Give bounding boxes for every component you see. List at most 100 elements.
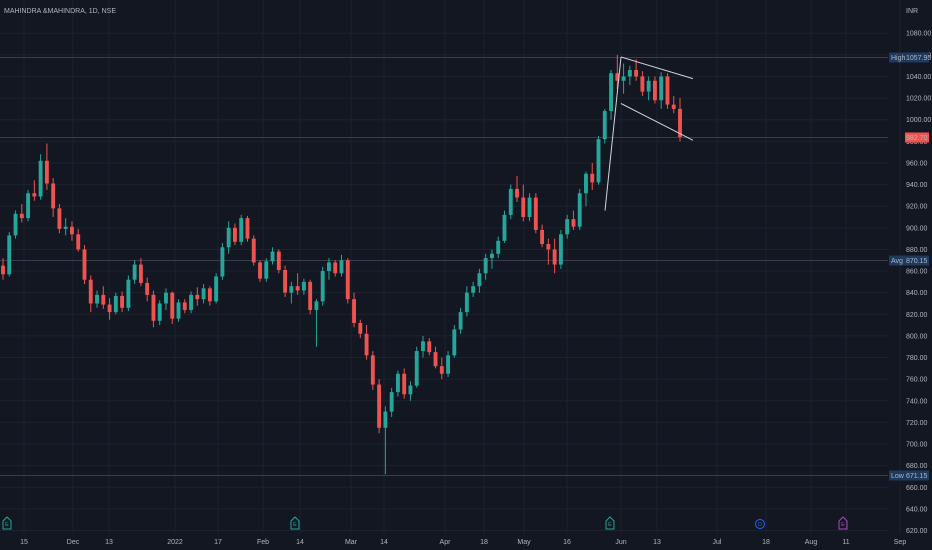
earnings-event-icon: E — [290, 516, 300, 530]
x-tick-label: Aug — [805, 539, 818, 546]
candle-body — [195, 294, 200, 300]
candle — [496, 236, 501, 259]
candle-body — [88, 279, 93, 304]
candle — [333, 260, 338, 277]
y-tick-label: 960.00 — [906, 160, 928, 167]
y-tick-label: 660.00 — [906, 485, 928, 492]
x-tick-label: Mar — [345, 539, 358, 546]
candle — [320, 266, 325, 306]
candle-body — [101, 294, 106, 305]
candle-body — [652, 80, 657, 101]
candle-body — [364, 333, 369, 356]
x-tick-label: 14 — [380, 539, 388, 546]
price-axis[interactable]: 620.00 640.00 660.00 680.00 700.00 720.00 740.… — [889, 31, 931, 535]
candle-body — [458, 312, 463, 330]
candle-body — [207, 288, 212, 302]
x-tick-label: 17 — [214, 539, 222, 546]
candle — [521, 184, 526, 222]
candle — [665, 73, 670, 109]
candle — [345, 258, 350, 304]
y-tick-label: 840.00 — [906, 290, 928, 297]
y-tick-label: 1000.00 — [906, 117, 931, 124]
candle-body — [107, 304, 112, 313]
candle-body — [339, 260, 344, 274]
candle — [289, 281, 294, 304]
x-tick-label: Sep — [894, 539, 907, 546]
candle-body — [157, 303, 162, 321]
candle — [446, 351, 451, 377]
candle-body — [113, 295, 118, 313]
event-badge — [2, 516, 12, 530]
y-tick-label: 940.00 — [906, 182, 928, 189]
candle — [577, 188, 582, 230]
candle-body — [533, 197, 538, 230]
y-tick-label: 700.00 — [906, 442, 928, 449]
candle — [389, 387, 394, 417]
candle-body — [26, 193, 31, 219]
candle-body — [433, 352, 438, 367]
candle — [214, 273, 219, 304]
candle — [590, 162, 595, 190]
low-value: 671.15 — [906, 473, 928, 480]
candle-body — [659, 76, 664, 101]
candle-body — [120, 295, 125, 308]
candle-body — [232, 227, 237, 242]
candle — [439, 357, 444, 380]
currency-label: INR — [906, 8, 918, 15]
candle — [314, 299, 319, 347]
x-tick-label: May — [517, 539, 531, 546]
y-tick-label: 860.00 — [906, 269, 928, 276]
time-axis[interactable]: 15 Dec 13 2022 17 Feb 14 Mar 14 Apr 18 May 16 Jun 13 Ju… — [20, 539, 906, 546]
earnings-event-icon: E — [2, 516, 12, 530]
candle-body — [408, 385, 413, 395]
avg-label: Avg — [891, 258, 903, 265]
trendline — [620, 103, 694, 141]
last-value-badge — [905, 132, 929, 143]
candle — [370, 351, 375, 390]
candle — [226, 221, 231, 254]
y-tick-label: 620.00 — [906, 528, 928, 535]
candle-body — [439, 366, 444, 374]
candle-body — [145, 282, 150, 295]
candle — [1, 258, 5, 280]
candle — [558, 229, 563, 269]
candle — [458, 307, 463, 334]
candle-body — [596, 139, 601, 183]
candle-body — [308, 281, 313, 310]
candle-body — [389, 392, 394, 412]
candle — [270, 247, 275, 265]
candle-body — [251, 238, 256, 263]
candle — [609, 69, 613, 120]
candle-body — [634, 69, 639, 77]
candle — [63, 218, 68, 236]
candle-body — [333, 262, 338, 274]
event-badge — [605, 516, 615, 530]
candle — [19, 204, 24, 223]
candle — [201, 284, 206, 304]
candle-body — [19, 213, 24, 219]
high-label: High — [891, 55, 906, 62]
x-tick-label: Jun — [615, 539, 626, 546]
candle-body — [558, 234, 563, 265]
candle — [565, 214, 570, 239]
candle — [151, 290, 156, 328]
candle — [533, 193, 538, 234]
high-label-badge — [889, 52, 905, 63]
x-tick-label: 2022 — [167, 539, 183, 546]
candle — [138, 258, 143, 287]
candle — [502, 210, 507, 243]
candle — [276, 249, 281, 274]
candle-body — [358, 322, 363, 334]
candle-body — [126, 279, 131, 308]
candle-body — [345, 260, 350, 300]
y-tick-label: 900.00 — [906, 225, 928, 232]
earnings-event-icon: E — [605, 516, 615, 530]
candle — [471, 281, 476, 298]
candle — [13, 210, 18, 239]
candle-body — [226, 227, 231, 248]
candle — [640, 71, 645, 96]
avg-value: 870.15 — [906, 258, 928, 265]
